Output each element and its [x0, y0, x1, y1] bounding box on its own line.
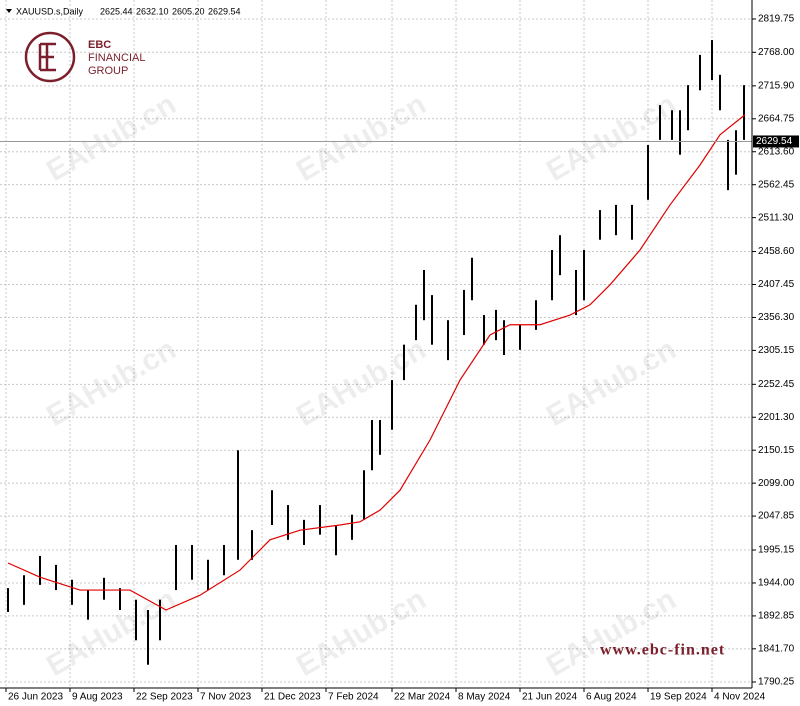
y-tick-label: 2356.30	[758, 312, 795, 323]
watermark: EAHub.cn	[291, 88, 432, 188]
open: 2625.44	[100, 6, 133, 16]
y-tick-label: 2715.90	[758, 81, 795, 92]
y-tick-label: 2511.30	[758, 212, 794, 223]
x-tick-label: 22 Sep 2023	[136, 692, 193, 703]
x-tick-label: 7 Feb 2024	[328, 692, 379, 703]
logo: EBC FINANCIAL GROUP	[24, 31, 145, 83]
last-price-label: 2629.54	[756, 136, 793, 147]
website: www.ebc-fin.net	[600, 642, 725, 659]
x-tick-label: 8 May 2024	[458, 692, 511, 703]
y-tick-label: 1790.25	[758, 677, 795, 688]
low: 2605.20	[172, 6, 205, 16]
x-tick-label: 26 Jun 2023	[8, 692, 63, 703]
y-tick-label: 2407.45	[758, 279, 795, 290]
y-tick-label: 2458.60	[758, 246, 795, 257]
high: 2632.10	[136, 6, 169, 16]
x-tick-label: 19 Sep 2024	[650, 692, 707, 703]
y-tick-label: 2613.60	[758, 146, 795, 157]
x-tick-label: 21 Jun 2024	[522, 692, 577, 703]
y-tick-label: 2819.75	[758, 14, 795, 25]
y-tick-label: 1995.15	[758, 545, 795, 556]
y-tick-label: 2252.45	[758, 379, 795, 390]
menu-arrow[interactable]	[6, 9, 12, 13]
y-tick-label: 2099.00	[758, 478, 795, 489]
close: 2629.54	[208, 6, 241, 16]
y-tick-label: 2305.15	[758, 345, 795, 356]
watermark: EAHub.cn	[41, 333, 182, 433]
watermark: EAHub.cn	[291, 333, 432, 433]
x-tick-label: 4 Nov 2024	[714, 692, 766, 703]
logo-text: GROUP	[88, 65, 128, 77]
x-tick-label: 22 Mar 2024	[394, 692, 451, 703]
y-tick-label: 1892.85	[758, 611, 795, 622]
y-tick-label: 1841.70	[758, 643, 795, 654]
logo-text: EBC	[88, 39, 111, 51]
y-tick-label: 2150.15	[758, 445, 795, 456]
y-tick-label: 2201.30	[758, 412, 795, 423]
logo-text: FINANCIAL	[88, 52, 145, 64]
y-tick-label: 2768.00	[758, 47, 795, 58]
x-tick-label: 21 Dec 2023	[264, 692, 321, 703]
last-price-box	[753, 135, 799, 148]
watermark: EAHub.cn	[541, 583, 682, 683]
y-tick-label: 1944.00	[758, 578, 795, 589]
watermark: EAHub.cn	[541, 333, 682, 433]
y-tick-label: 2562.45	[758, 179, 795, 190]
x-tick-label: 9 Aug 2023	[72, 692, 123, 703]
symbol: XAUUSD.s,Daily	[16, 6, 84, 16]
y-tick-label: 2664.75	[758, 113, 795, 124]
x-tick-label: 6 Aug 2024	[586, 692, 637, 703]
watermark: EAHub.cn	[41, 88, 182, 188]
watermark: EAHub.cn	[291, 583, 432, 683]
moving-average	[7, 114, 746, 611]
x-tick-label: 7 Nov 2023	[200, 692, 252, 703]
y-tick-label: 2047.85	[758, 511, 795, 522]
